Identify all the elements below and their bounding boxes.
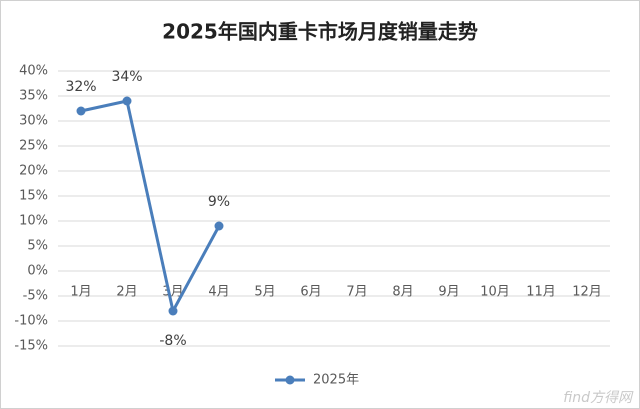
data-label: 9%: [208, 194, 230, 210]
y-tick-label: 5%: [27, 239, 48, 254]
x-tick-label: 8月: [392, 285, 413, 300]
data-point: [76, 106, 86, 116]
data-label: -8%: [159, 333, 186, 349]
data-label: 32%: [65, 79, 96, 95]
watermark: find方得网: [563, 390, 634, 406]
x-tick-label: 1月: [70, 285, 91, 300]
legend-marker: [285, 375, 295, 385]
x-tick-label: 7月: [346, 285, 367, 300]
y-tick-label: 35%: [19, 89, 48, 104]
y-tick-label: -15%: [14, 339, 48, 354]
data-point: [168, 306, 178, 316]
x-tick-label: 10月: [480, 285, 510, 300]
x-tick-label: 12月: [572, 285, 602, 300]
y-tick-label: -10%: [14, 314, 48, 329]
y-tick-label: 25%: [19, 139, 48, 154]
series-line: [80, 99, 221, 313]
y-tick-label: 15%: [19, 189, 48, 204]
x-tick-label: 5月: [254, 285, 275, 300]
x-tick-label: 9月: [438, 285, 459, 300]
x-tick-label: 2月: [116, 285, 137, 300]
chart-title: 2025年国内重卡市场月度销量走势: [162, 20, 478, 44]
data-point: [214, 221, 224, 231]
data-label: 34%: [111, 69, 142, 85]
y-tick-label: 0%: [27, 264, 48, 279]
y-tick-label: 20%: [19, 164, 48, 179]
legend-label: 2025年: [313, 373, 359, 388]
y-tick-label: 30%: [19, 114, 48, 129]
data-point: [122, 96, 132, 106]
x-tick-label: 4月: [208, 285, 229, 300]
x-tick-label: 11月: [526, 285, 556, 300]
y-tick-label: 10%: [19, 214, 48, 229]
y-tick-label: 40%: [19, 64, 48, 79]
y-tick-label: -5%: [23, 289, 48, 304]
x-tick-label: 6月: [300, 285, 321, 300]
